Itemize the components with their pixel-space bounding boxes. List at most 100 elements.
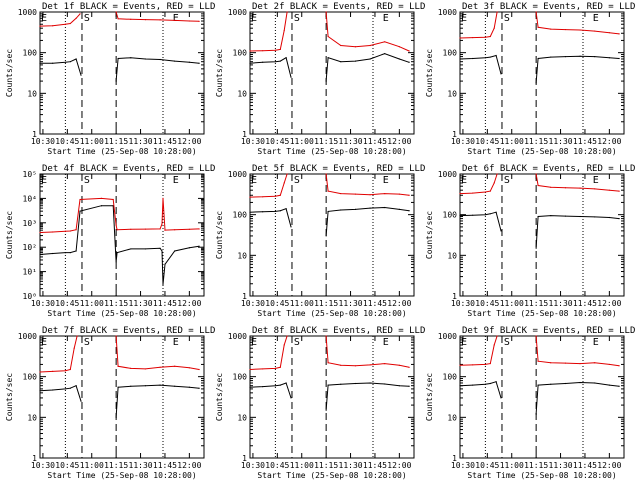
series-lld-point xyxy=(618,190,620,192)
series-lld-point xyxy=(249,50,251,52)
y-axis-label: Counts/sec xyxy=(215,373,224,421)
y-tick-label: 100 xyxy=(23,49,38,58)
series-lld-point xyxy=(112,198,114,201)
series-events-point xyxy=(495,54,497,57)
series-events-point xyxy=(579,55,581,57)
series-events-point xyxy=(500,397,502,399)
y-axis-label: Counts/sec xyxy=(5,211,14,259)
series-lld-point xyxy=(198,20,200,22)
series-lld-point xyxy=(279,48,281,51)
series-lld-point xyxy=(398,46,400,48)
x-tick-label: 11:00 xyxy=(500,137,524,146)
series-lld-point xyxy=(159,228,161,230)
series-events-point xyxy=(279,384,281,386)
series-lld-point xyxy=(384,362,386,365)
series-events-point xyxy=(618,57,620,60)
series-lld-line xyxy=(325,173,410,196)
y-tick-label: 1000 xyxy=(438,8,457,17)
series-events-point xyxy=(75,385,77,387)
series-lld-point xyxy=(286,11,288,13)
y-tick-label: 10 xyxy=(237,413,247,422)
series-lld-point xyxy=(535,11,537,13)
event-marker-s: S xyxy=(294,13,300,24)
series-lld-point xyxy=(39,25,41,27)
series-events-point xyxy=(489,213,491,215)
series-events-point xyxy=(174,60,176,62)
y-axis-label: Counts/sec xyxy=(215,49,224,97)
x-axis-label: Start Time (25-Sep-08 10:28:00) xyxy=(47,309,196,318)
series-lld-point xyxy=(325,173,327,175)
series-events-point xyxy=(290,76,292,78)
y-axis-label: Counts/sec xyxy=(215,211,224,259)
axes-frame xyxy=(249,11,415,135)
series-events-point xyxy=(398,58,400,60)
series-lld-point xyxy=(130,367,132,369)
series-lld-point xyxy=(384,192,386,195)
series-lld-point xyxy=(535,335,537,337)
x-tick-label: 11:00 xyxy=(290,461,314,470)
y-tick-label: 10 xyxy=(447,413,457,422)
x-axis-label: Start Time (25-Sep-08 10:28:00) xyxy=(467,471,616,480)
series-lld-point xyxy=(174,365,176,367)
series-lld-point xyxy=(161,223,163,225)
series-lld-point xyxy=(327,35,329,38)
series-lld-point xyxy=(327,190,329,192)
y-tick-label: 1000 xyxy=(438,170,457,179)
series-lld-point xyxy=(283,182,285,184)
series-lld-point xyxy=(579,362,581,365)
series-events-point xyxy=(39,253,41,256)
series-lld-point xyxy=(286,173,288,175)
panel-title: Det 9f BLACK = Events, RED = LLD xyxy=(462,326,635,336)
series-lld-point xyxy=(489,190,491,192)
series-lld-line xyxy=(39,335,78,373)
panel-title: Det 7f BLACK = Events, RED = LLD xyxy=(42,326,215,336)
y-tick-label: 100 xyxy=(23,373,38,382)
series-events-point xyxy=(80,74,82,76)
series-events-point xyxy=(369,382,371,384)
series-lld-line xyxy=(459,173,498,195)
x-tick-label: 11:00 xyxy=(500,299,524,308)
x-tick-label: 11:15 xyxy=(524,299,548,308)
series-events-point xyxy=(500,230,502,232)
series-lld-point xyxy=(472,192,474,194)
y-tick-label: 1 xyxy=(242,292,247,301)
series-events-point xyxy=(398,385,400,387)
series-lld-point xyxy=(162,197,164,199)
series-events-point xyxy=(564,382,567,385)
x-tick-label: 11:00 xyxy=(290,299,314,308)
series-events-point xyxy=(75,250,77,252)
series-events-point xyxy=(290,226,292,228)
series-lld-point xyxy=(79,198,81,201)
event-marker-s: S xyxy=(504,337,510,348)
series-events-point xyxy=(64,61,66,63)
series-lld-point xyxy=(579,29,581,31)
series-events-point xyxy=(384,206,386,209)
x-tick-label: 11:15 xyxy=(104,299,128,308)
series-events-point xyxy=(274,210,276,213)
x-tick-label: 10:30 xyxy=(31,137,55,146)
event-marker-e: E xyxy=(383,13,389,24)
x-tick-label: 11:30 xyxy=(129,461,153,470)
series-events-point xyxy=(262,211,264,213)
series-lld-point xyxy=(408,50,410,52)
x-tick-label: 10:30 xyxy=(31,461,55,470)
event-marker-e: E xyxy=(251,337,257,348)
series-events-point xyxy=(249,386,251,388)
series-lld-line xyxy=(115,335,200,370)
series-lld-point xyxy=(283,29,285,32)
series-lld-point xyxy=(76,335,78,337)
y-tick-label: 10³ xyxy=(23,219,37,228)
series-lld-point xyxy=(459,37,461,39)
x-axis-label: Start Time (25-Sep-08 10:28:00) xyxy=(257,471,406,480)
series-lld-line xyxy=(535,173,620,192)
y-tick-label: 1 xyxy=(242,454,247,463)
series-events-point xyxy=(274,385,276,387)
y-tick-label: 1000 xyxy=(18,8,37,17)
x-tick-label: 11:15 xyxy=(314,299,338,308)
series-lld-point xyxy=(354,365,357,367)
series-lld-point xyxy=(369,44,371,47)
series-lld-point xyxy=(159,19,161,21)
event-marker-s: S xyxy=(294,175,300,186)
series-events-point xyxy=(100,205,103,207)
series-events-point xyxy=(116,252,118,254)
